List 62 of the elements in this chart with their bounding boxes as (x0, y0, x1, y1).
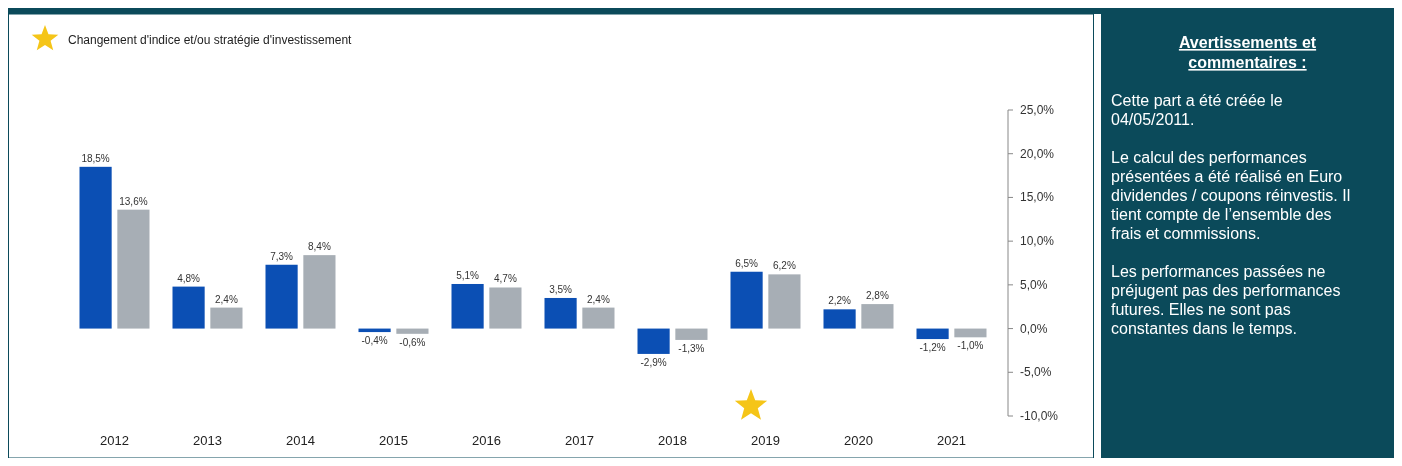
data-label: -0,4% (361, 335, 388, 347)
data-label: 7,3% (270, 250, 294, 262)
bar (730, 271, 763, 329)
data-label: 6,5% (735, 257, 759, 269)
bar (265, 264, 298, 329)
y-tick-label: 5,0% (1020, 277, 1048, 292)
data-label: 4,8% (177, 272, 201, 284)
data-label: 3,5% (549, 283, 573, 295)
bar (117, 209, 150, 329)
x-tick-label: 2017 (565, 433, 594, 448)
x-tick-label: 2019 (751, 433, 780, 448)
bar (582, 307, 615, 329)
y-tick-label: -5,0% (1020, 365, 1052, 380)
text: Cette part a été créée le 04/05/2011. (1111, 92, 1283, 128)
y-tick-label: 15,0% (1020, 190, 1055, 205)
bar (954, 328, 987, 338)
data-label: 2,8% (866, 290, 889, 302)
bar (675, 328, 708, 340)
bar (916, 328, 949, 340)
bar (861, 304, 894, 329)
data-label: 6,2% (773, 260, 796, 272)
x-tick-label: 2018 (658, 433, 687, 448)
data-label: 2,4% (215, 293, 238, 305)
bar (451, 283, 484, 329)
y-tick-label: 0,0% (1020, 321, 1048, 336)
bar (544, 297, 577, 329)
text: Changement d'indice et/ou stratégie d'investissement (68, 33, 353, 47)
data-label: -1,3% (678, 342, 705, 354)
x-tick-label: 2015 (379, 433, 408, 448)
x-tick-label: 2013 (193, 433, 222, 448)
data-label: -2,9% (640, 356, 667, 368)
text: Les performances passées ne préjugent pas des performances futures. Elles ne sont pas constantes dans le temps. (1111, 263, 1341, 337)
bar (768, 274, 801, 329)
x-tick-label: 2012 (100, 433, 129, 448)
x-tick-label: 2021 (937, 433, 966, 448)
data-label: 18,5% (81, 152, 110, 164)
y-tick-label: 20,0% (1020, 146, 1055, 161)
x-tick-label: 2020 (844, 433, 873, 448)
data-label: 2,2% (828, 295, 852, 307)
text: Avertissements et commentaires : (1178, 34, 1317, 71)
y-tick-label: 25,0% (1020, 103, 1055, 117)
data-label: -1,2% (919, 342, 946, 354)
x-tick-label: 2016 (472, 433, 501, 448)
bar (79, 166, 112, 329)
data-label: 13,6% (119, 195, 148, 207)
y-tick-label: 10,0% (1020, 234, 1055, 249)
data-label: 8,4% (308, 241, 331, 253)
bar (303, 255, 336, 329)
data-label: 5,1% (456, 269, 480, 281)
data-label: 2,4% (587, 293, 610, 305)
bar (396, 328, 429, 334)
bar (823, 309, 856, 329)
text: Le calcul des performances présentées a été réalisé en Euro dividendes / coupons réinvestis. Il tient compte de l’ensemble des frais et commissions. (1111, 149, 1351, 242)
bar (489, 287, 522, 329)
data-label: -0,6% (399, 336, 426, 348)
bar (210, 307, 243, 329)
bar (637, 328, 670, 354)
data-label: -1,0% (957, 340, 984, 352)
x-tick-label: 2014 (286, 433, 315, 448)
y-tick-label: -10,0% (1020, 409, 1059, 423)
bar (172, 286, 205, 329)
data-label: 4,7% (494, 273, 517, 285)
